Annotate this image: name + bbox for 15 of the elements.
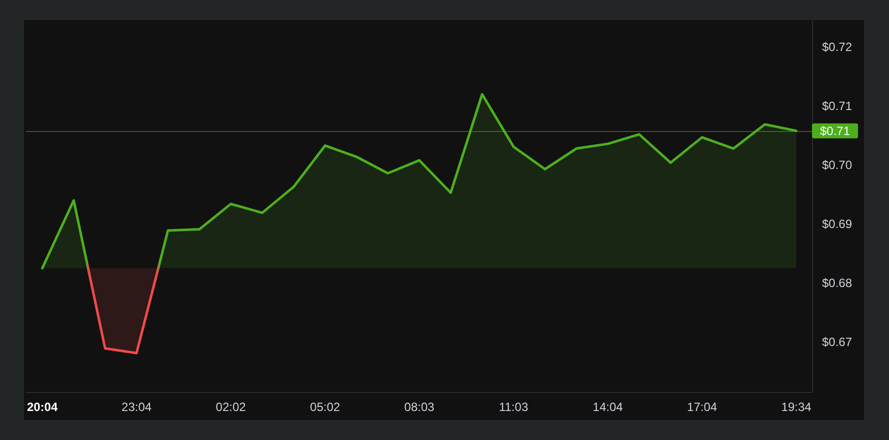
y-tick-label: $0.71 <box>822 99 852 114</box>
x-tick-label: 05:02 <box>310 400 340 414</box>
x-tick-label: 20:04 <box>26 400 58 414</box>
y-tick-label: $0.67 <box>822 334 852 349</box>
y-tick-label: $0.70 <box>822 158 852 172</box>
x-tick-label: 17:04 <box>687 400 718 414</box>
y-tick-label: $0.68 <box>822 276 852 290</box>
x-tick-label: 02:02 <box>216 400 246 414</box>
x-tick-label: 11:03 <box>498 400 528 414</box>
x-tick-label: 08:03 <box>404 400 435 414</box>
x-tick-label: 19:34 <box>781 400 812 414</box>
x-tick-label: 14:04 <box>592 400 624 414</box>
y-tick-label: $0.72 <box>822 40 852 54</box>
y-tick-label: $0.69 <box>822 216 852 231</box>
x-tick-label: 23:04 <box>122 400 152 414</box>
